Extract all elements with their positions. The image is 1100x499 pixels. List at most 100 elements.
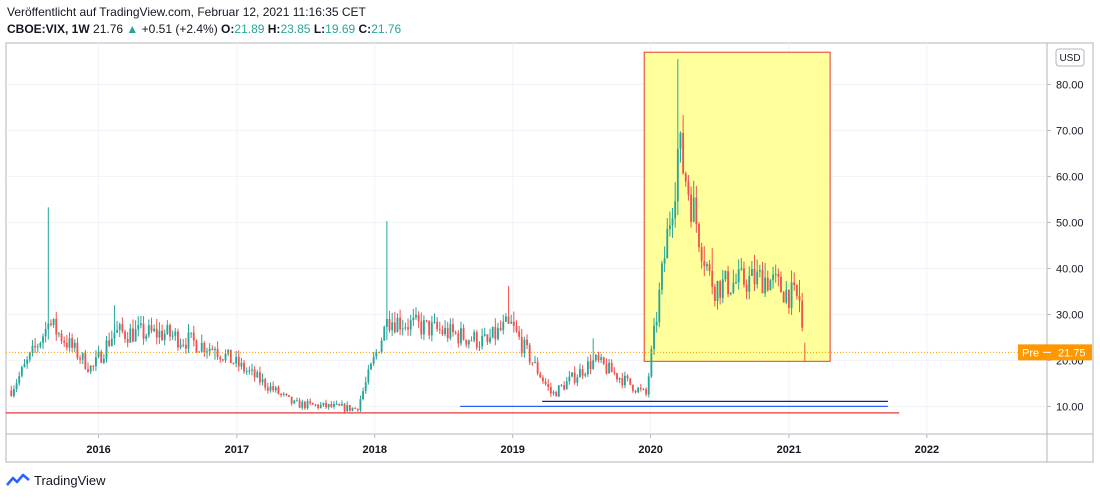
candle-body [645, 389, 648, 395]
candle-body [452, 324, 454, 333]
candle-body [639, 387, 642, 390]
candle-body [272, 386, 275, 391]
candle-body [195, 340, 198, 353]
candle-body [486, 334, 489, 342]
candle-body [102, 358, 105, 363]
candle-body [198, 351, 201, 353]
candle-body [87, 369, 89, 372]
currency-badge [1055, 48, 1085, 67]
candle-body [356, 408, 359, 411]
up-arrow-icon: ▲ [126, 22, 139, 36]
candle-body [296, 400, 298, 402]
low-value: 19.69 [325, 22, 356, 36]
candle-body [319, 404, 322, 408]
candle-body [42, 336, 44, 343]
candle-body [235, 356, 238, 364]
candle-body [761, 270, 764, 294]
candle-body [166, 325, 169, 334]
candle-body [325, 402, 327, 408]
candle-body [425, 320, 428, 322]
candle-body [444, 327, 446, 335]
candle-body [579, 369, 581, 378]
candle-body [229, 349, 232, 364]
candle-body [18, 375, 21, 384]
candle-body [560, 385, 563, 387]
candle-body [557, 385, 560, 397]
candle-body [748, 275, 751, 292]
candle-body [84, 353, 87, 370]
candle-body [708, 264, 711, 271]
x-tick-label: 2020 [638, 444, 662, 456]
x-tick-label: 2018 [363, 444, 387, 456]
candle-body [653, 325, 655, 350]
candle-body [449, 324, 452, 339]
candle-body [460, 328, 462, 344]
candle-body [290, 396, 293, 404]
candle-body [634, 390, 637, 393]
candle-body [616, 373, 618, 380]
candle-body [52, 318, 55, 326]
candle-body [237, 356, 240, 367]
candle-body [782, 292, 785, 303]
candle-body [787, 289, 790, 308]
tradingview-logo-icon [6, 473, 30, 486]
y-tick-label: 40.00 [1056, 263, 1084, 275]
price-tag-value: 21.75 [1058, 347, 1086, 359]
candle-body [65, 342, 68, 348]
candle-body [158, 330, 161, 338]
candle-body [311, 402, 314, 405]
candle-body [367, 369, 370, 383]
y-tick-label: 80.00 [1056, 79, 1084, 91]
candle-body [470, 340, 473, 342]
candle-body [409, 320, 412, 330]
candle-body [531, 362, 534, 364]
candle-body [282, 393, 285, 395]
candle-body [169, 325, 171, 337]
candle-body [769, 280, 772, 291]
candle-body [721, 279, 724, 298]
candle-body [372, 356, 375, 364]
candle-body [544, 381, 547, 385]
candle-body [758, 270, 761, 272]
candle-body [15, 383, 18, 390]
candle-body [430, 322, 433, 336]
candle-body [261, 379, 264, 383]
y-tick-label: 10.00 [1056, 401, 1084, 413]
candle-body [50, 323, 52, 326]
candle-body [176, 331, 179, 348]
close-label: C: [358, 22, 372, 36]
candle-body [684, 173, 687, 182]
candle-body [772, 274, 774, 281]
candle-body [362, 391, 365, 400]
brand-name[interactable]: TradingView [34, 472, 106, 488]
candle-body [375, 352, 378, 357]
candle-body [317, 404, 320, 408]
candle-body [163, 333, 166, 341]
candle-body [727, 271, 730, 295]
candle-body [602, 357, 605, 365]
candle-body [118, 324, 121, 330]
candle-body [518, 331, 521, 337]
candle-body [44, 328, 47, 337]
candle-body [594, 355, 597, 361]
candle-body [801, 300, 804, 328]
candle-body [502, 321, 505, 331]
candle-body [31, 345, 34, 353]
candle-body [116, 329, 119, 333]
last-price: 21.76 [93, 22, 124, 36]
candle-body [753, 268, 756, 285]
candle-body [573, 372, 576, 383]
symbol-label[interactable]: CBOE:VIX, 1W [7, 22, 90, 36]
candle-body [542, 377, 544, 382]
candle-body [507, 316, 510, 324]
candle-body [192, 332, 195, 341]
candle-body [404, 327, 407, 329]
candle-body [245, 371, 248, 373]
candle-body [489, 337, 491, 342]
candle-body [139, 323, 142, 326]
candle-body [592, 360, 595, 369]
candle-body [737, 269, 740, 283]
candle-body [155, 328, 158, 338]
candle-body [253, 369, 256, 378]
